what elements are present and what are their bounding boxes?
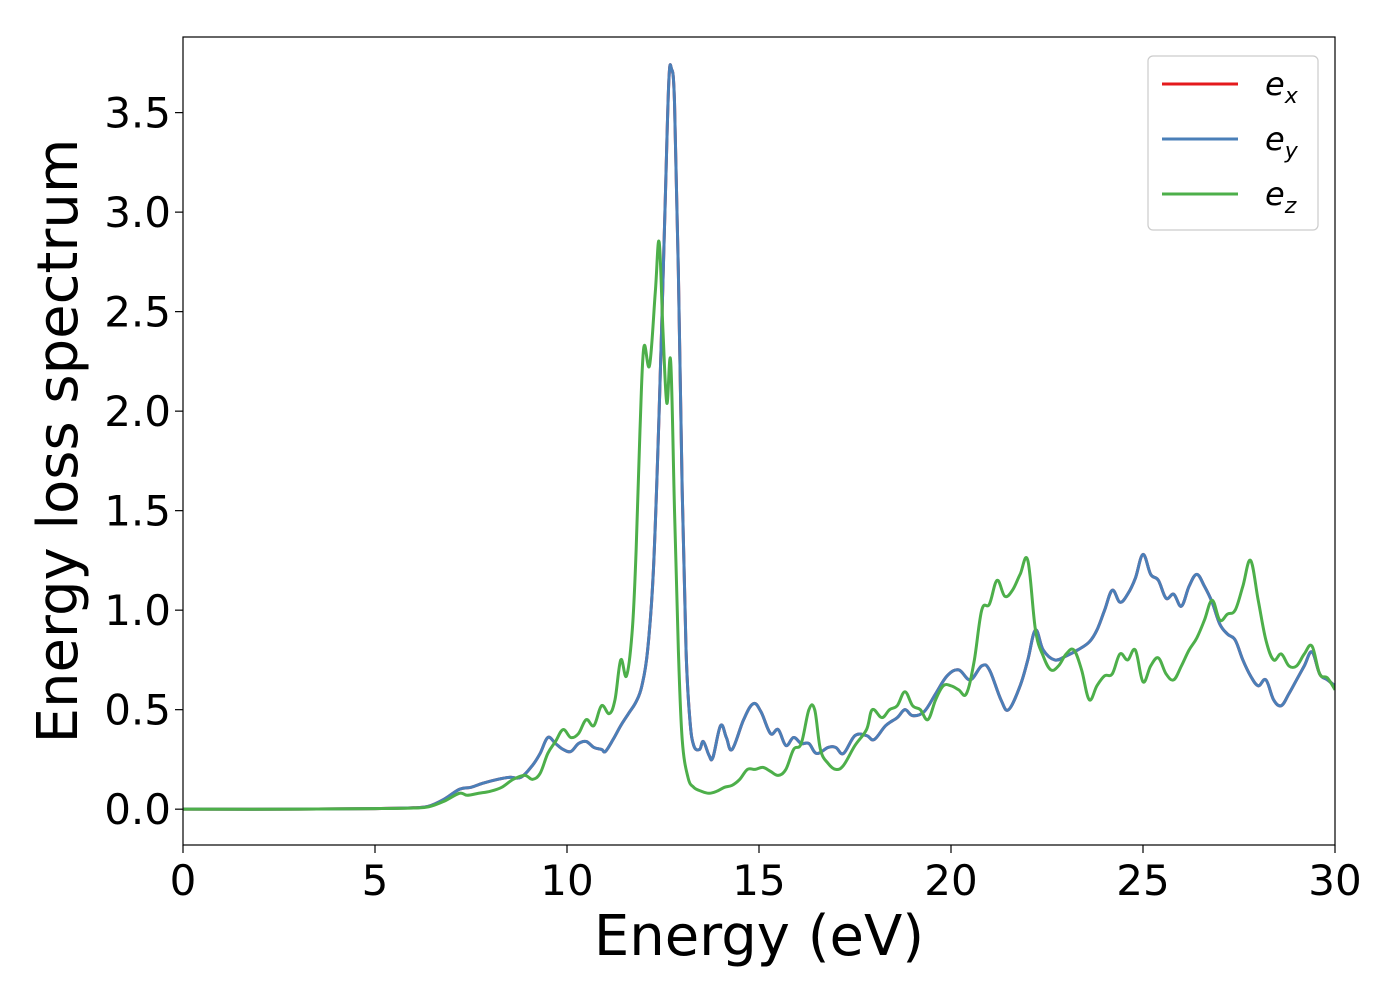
x-axis-label: Energy (eV)	[594, 904, 924, 969]
y-axis-label: Energy loss spectrum	[26, 139, 91, 744]
y-tick-label: 0.5	[104, 686, 171, 735]
y-tick-label: 1.0	[104, 586, 171, 635]
y-tick-label: 3.5	[104, 89, 171, 138]
series-line-y	[183, 63, 1335, 811]
x-axis: 0 5 10 15 20 25 30	[170, 845, 1362, 905]
y-tick-label: 2.5	[104, 288, 171, 337]
x-tick-label: 5	[362, 856, 389, 905]
y-tick-label: 0.0	[104, 785, 171, 834]
legend-label-y: ey	[1265, 120, 1299, 164]
x-tick-label: 30	[1308, 856, 1361, 905]
legend-frame	[1147, 55, 1319, 231]
legend-label-x: ex	[1265, 65, 1299, 109]
series-layer	[183, 63, 1335, 811]
x-tick-label: 20	[924, 856, 977, 905]
x-tick-label: 10	[540, 856, 593, 905]
y-tick-label: 3.0	[104, 188, 171, 237]
x-tick-label: 0	[170, 856, 197, 905]
legend-label-z: ez	[1265, 175, 1297, 219]
x-tick-label: 15	[732, 856, 785, 905]
y-tick-label: 2.0	[104, 387, 171, 436]
x-tick-label: 25	[1116, 856, 1169, 905]
y-tick-label: 1.5	[104, 487, 171, 536]
y-axis: 0.0 0.5 1.0 1.5 2.0 2.5 3.0 3.5	[104, 89, 183, 834]
legend: ex ey ez	[1147, 55, 1319, 231]
series-line-z	[183, 239, 1335, 811]
